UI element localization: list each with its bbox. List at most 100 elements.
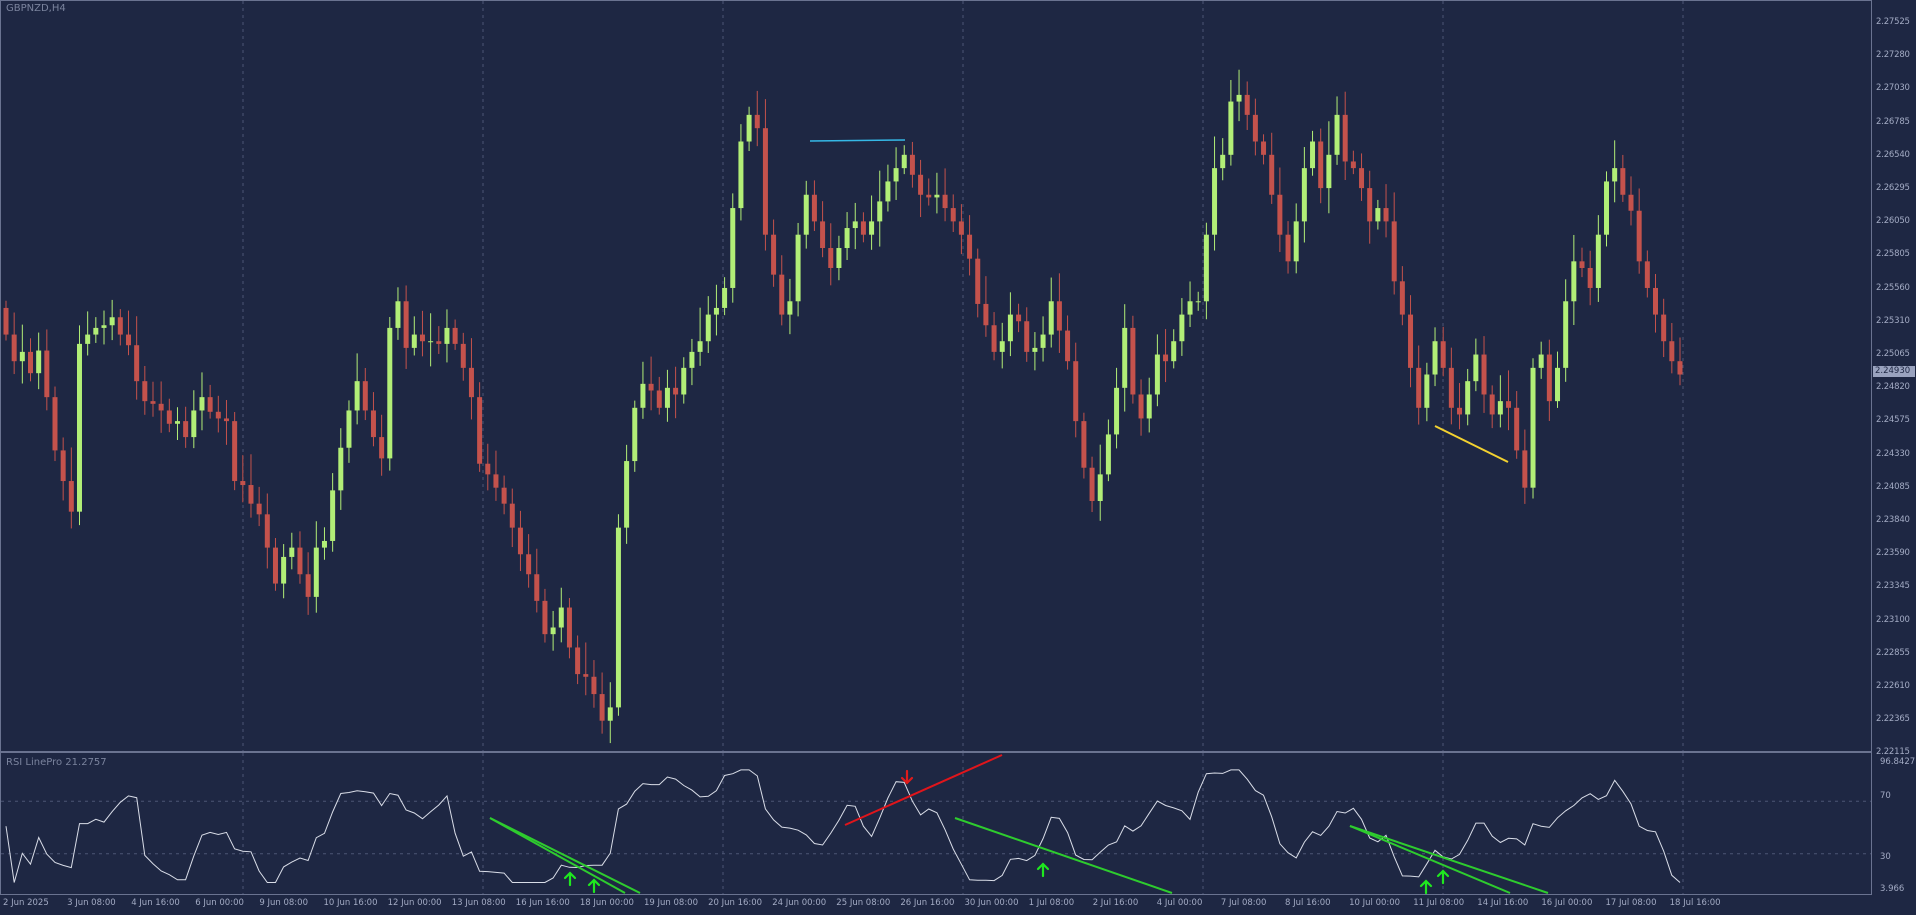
candle [256, 486, 262, 527]
main-chart-pane[interactable] [0, 0, 1872, 752]
candle [624, 444, 630, 544]
candle [509, 488, 515, 548]
candle [338, 428, 344, 510]
rsi-indicator-label: RSI LinePro 21.2757 [6, 757, 107, 768]
candle [1016, 303, 1022, 333]
price-tick-label: 2.23590 [1876, 548, 1910, 559]
candle [52, 386, 58, 462]
candle [1228, 79, 1234, 166]
candle [223, 399, 229, 445]
candle [526, 534, 532, 588]
candle [1122, 304, 1128, 412]
time-tick-label: 4 Jul 00:00 [1156, 898, 1203, 908]
candle [1399, 266, 1405, 326]
candle [1040, 316, 1046, 362]
time-tick-label: 2 Jun 2025 [3, 898, 49, 908]
candle [975, 248, 981, 318]
candle [950, 194, 956, 233]
candle [199, 372, 205, 431]
candle [403, 285, 409, 369]
time-tick-label: 17 Jul 08:00 [1605, 898, 1657, 908]
candle [893, 147, 899, 200]
candle [550, 610, 556, 651]
candle [1538, 341, 1544, 379]
candle [1612, 140, 1618, 203]
candle [1620, 154, 1626, 202]
time-tick-label: 12 Jun 00:00 [387, 898, 442, 908]
time-tick-label: 18 Jun 00:00 [579, 898, 634, 908]
candle [264, 493, 270, 569]
candle [11, 312, 17, 375]
candle [754, 90, 760, 147]
candle [615, 514, 621, 716]
candle [1065, 315, 1071, 370]
candle [85, 311, 91, 356]
candle [1555, 351, 1561, 408]
candle [1285, 221, 1291, 274]
candle [1056, 273, 1062, 353]
candle [1097, 444, 1103, 521]
candle [1448, 347, 1454, 425]
time-tick-label: 6 Jun 00:00 [195, 898, 244, 908]
candle [885, 164, 891, 212]
candle [379, 414, 385, 476]
time-tick-label: 11 Jul 08:00 [1413, 898, 1465, 908]
candle [297, 531, 303, 584]
candle [1114, 367, 1120, 449]
candle [746, 106, 752, 152]
candle [697, 307, 703, 366]
time-tick-label: 14 Jul 16:00 [1477, 898, 1529, 908]
rsi-indicator-pane[interactable] [0, 752, 1872, 895]
candle [419, 310, 425, 357]
candle [591, 660, 597, 708]
cyan-level-line[interactable] [809, 139, 906, 142]
candle [730, 193, 736, 303]
candle [1032, 332, 1038, 371]
candle [1367, 170, 1373, 244]
yellow-divergence-line[interactable] [1434, 425, 1509, 463]
candle [1546, 339, 1552, 421]
time-tick-label: 20 Jun 16:00 [708, 898, 763, 908]
candle [632, 400, 638, 472]
candle [158, 381, 164, 433]
candle [1530, 358, 1536, 499]
price-tick-label: 2.23840 [1876, 515, 1910, 525]
candle [542, 588, 548, 643]
candle [428, 313, 434, 367]
candle [289, 532, 295, 570]
candle [468, 338, 474, 420]
candle [1506, 370, 1512, 431]
price-chart-canvas[interactable] [0, 0, 1916, 752]
price-tick-label: 2.23100 [1876, 614, 1910, 625]
price-tick-label: 2.22365 [1876, 714, 1910, 725]
candle [640, 361, 646, 419]
candle [354, 353, 360, 425]
candle [1105, 419, 1111, 482]
time-tick-label: 13 Jun 08:00 [451, 898, 506, 908]
candle [779, 255, 785, 326]
candle [705, 296, 711, 353]
price-tick-label: 2.27030 [1876, 83, 1910, 94]
candle [150, 381, 156, 417]
price-tick-label: 2.25310 [1876, 315, 1910, 326]
candle [517, 510, 523, 572]
candle [558, 587, 564, 643]
candle [1391, 192, 1397, 295]
candle [501, 475, 507, 515]
candle [713, 284, 719, 336]
candle [1661, 298, 1667, 358]
candle [1154, 334, 1160, 407]
candle [1432, 327, 1438, 387]
candle [599, 672, 605, 734]
time-tick-label: 9 Jun 08:00 [259, 898, 308, 908]
candle [1514, 391, 1520, 459]
candle [411, 316, 417, 356]
time-tick-label: 18 Jul 16:00 [1669, 898, 1721, 908]
candle [681, 357, 687, 404]
candle [1587, 250, 1593, 306]
candle [1048, 277, 1054, 348]
price-tick-label: 2.22610 [1876, 681, 1910, 691]
candle [1489, 385, 1495, 429]
candle [1261, 134, 1267, 165]
